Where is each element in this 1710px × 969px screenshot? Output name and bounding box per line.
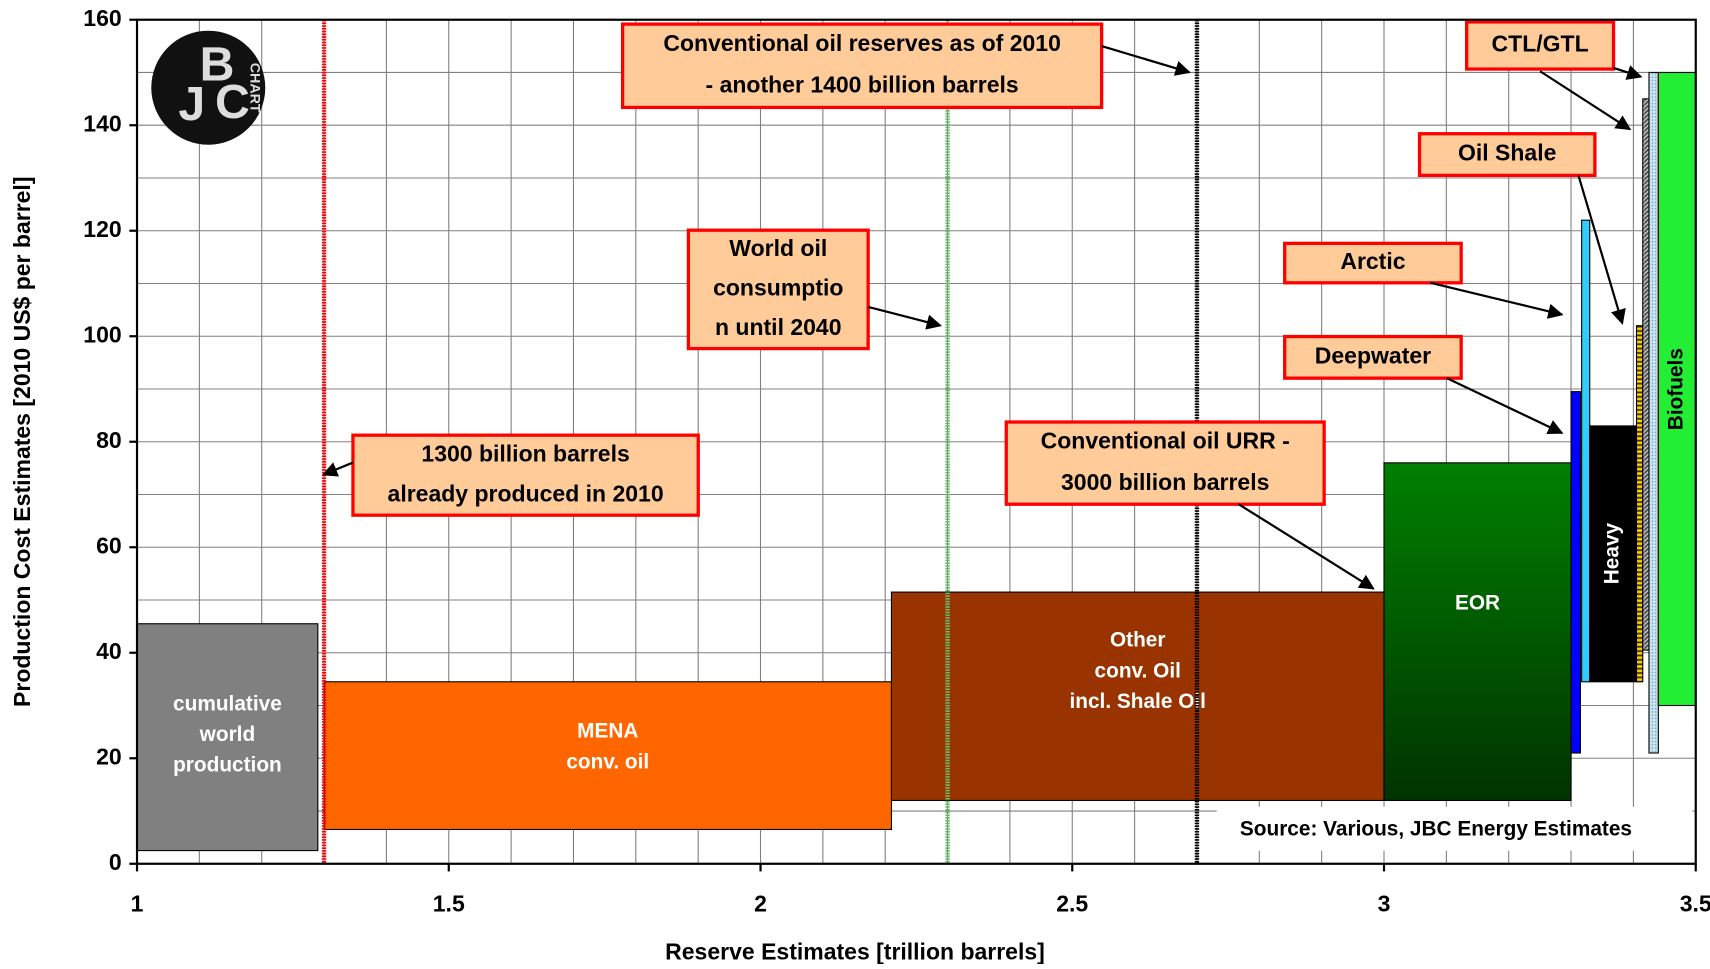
arrow <box>1446 377 1564 434</box>
annotation-text: already produced in 2010 <box>388 480 664 506</box>
callout <box>1283 334 1463 380</box>
plot-border <box>135 18 1697 865</box>
y-tick-label: 20 <box>96 743 122 769</box>
y-tick-label: 40 <box>96 638 122 664</box>
annotation <box>686 228 870 351</box>
block-label: cumulative <box>173 692 282 715</box>
block-label: world <box>199 723 256 746</box>
x-axis-title: Reserve Estimates [trillion barrels] <box>665 939 1045 964</box>
arrow <box>1577 175 1626 325</box>
x-tick-label: 3.5 <box>1680 890 1710 916</box>
callout <box>1465 20 1616 71</box>
block-label: incl. Shale Oil <box>1069 690 1205 713</box>
annotation-text: - another 1400 billion barrels <box>706 72 1019 98</box>
cost-block <box>323 681 892 831</box>
x-tick-label: 1 <box>131 890 144 916</box>
block-label: conv. oil <box>566 750 649 773</box>
block-label: Heavy <box>1601 522 1624 584</box>
cost-block <box>1581 219 1591 683</box>
arrow <box>867 305 942 330</box>
annotation <box>620 22 1104 110</box>
cost-block <box>1570 391 1581 754</box>
arrow <box>321 461 354 477</box>
y-tick-label: 80 <box>96 427 122 453</box>
logo-letter: J <box>178 77 205 131</box>
callout-text: CTL/GTL <box>1492 31 1589 57</box>
arrow <box>1539 70 1632 131</box>
y-tick-label: 160 <box>83 5 121 31</box>
annotation-text: n until 2040 <box>715 314 842 340</box>
logo-letter: C <box>215 75 250 129</box>
x-tick-label: 1.5 <box>433 890 465 916</box>
arrow <box>1613 65 1643 80</box>
arrow <box>1430 281 1564 319</box>
annotation-text: Conventional oil URR - <box>1041 428 1290 454</box>
x-tick-label: 3 <box>1378 890 1391 916</box>
annotation <box>1004 420 1326 506</box>
annotation-text: Conventional oil reserves as of 2010 <box>663 30 1061 56</box>
block-label: Biofuels <box>1665 348 1688 430</box>
y-tick-label: 140 <box>83 110 121 136</box>
block-label: MENA <box>577 720 638 743</box>
cost-block <box>890 591 1385 802</box>
callout <box>1417 132 1597 178</box>
cost-block <box>1383 462 1572 802</box>
callout-text: Oil Shale <box>1458 140 1556 166</box>
logo-text: CHART <box>247 63 263 113</box>
logo-letter: B <box>200 38 235 92</box>
y-tick-label: 100 <box>83 321 121 347</box>
block-label: conv. Oil <box>1095 659 1181 682</box>
cost-block <box>136 623 319 852</box>
annotation-text: consumptio <box>713 274 843 300</box>
x-tick-label: 2 <box>754 890 767 916</box>
source-note: Source: Various, JBC Energy Estimates <box>1240 817 1632 840</box>
cost-block <box>1635 325 1644 683</box>
x-tick-label: 2.5 <box>1056 890 1088 916</box>
y-tick-label: 0 <box>109 849 122 875</box>
logo-circle <box>151 30 266 145</box>
cost-block <box>1648 71 1659 754</box>
block-label: Other <box>1110 629 1166 652</box>
annotation-text: World oil <box>729 235 827 261</box>
annotation <box>351 433 700 517</box>
annotation-text: 1300 billion barrels <box>421 440 629 466</box>
cost-block <box>1642 98 1650 651</box>
y-axis-title: Production Cost Estimates [2010 US$ per … <box>9 177 35 707</box>
y-tick-label: 120 <box>83 216 121 242</box>
block-label: production <box>173 754 282 777</box>
block-label: EOR <box>1455 591 1500 614</box>
annotation-text: 3000 billion barrels <box>1061 469 1269 495</box>
arrow <box>1238 503 1375 590</box>
y-tick-label: 60 <box>96 532 122 558</box>
callout-text: Deepwater <box>1315 342 1431 368</box>
callout-text: Arctic <box>1340 248 1405 274</box>
arrow <box>1101 44 1191 76</box>
source-box <box>1216 806 1693 851</box>
callout <box>1283 241 1463 285</box>
